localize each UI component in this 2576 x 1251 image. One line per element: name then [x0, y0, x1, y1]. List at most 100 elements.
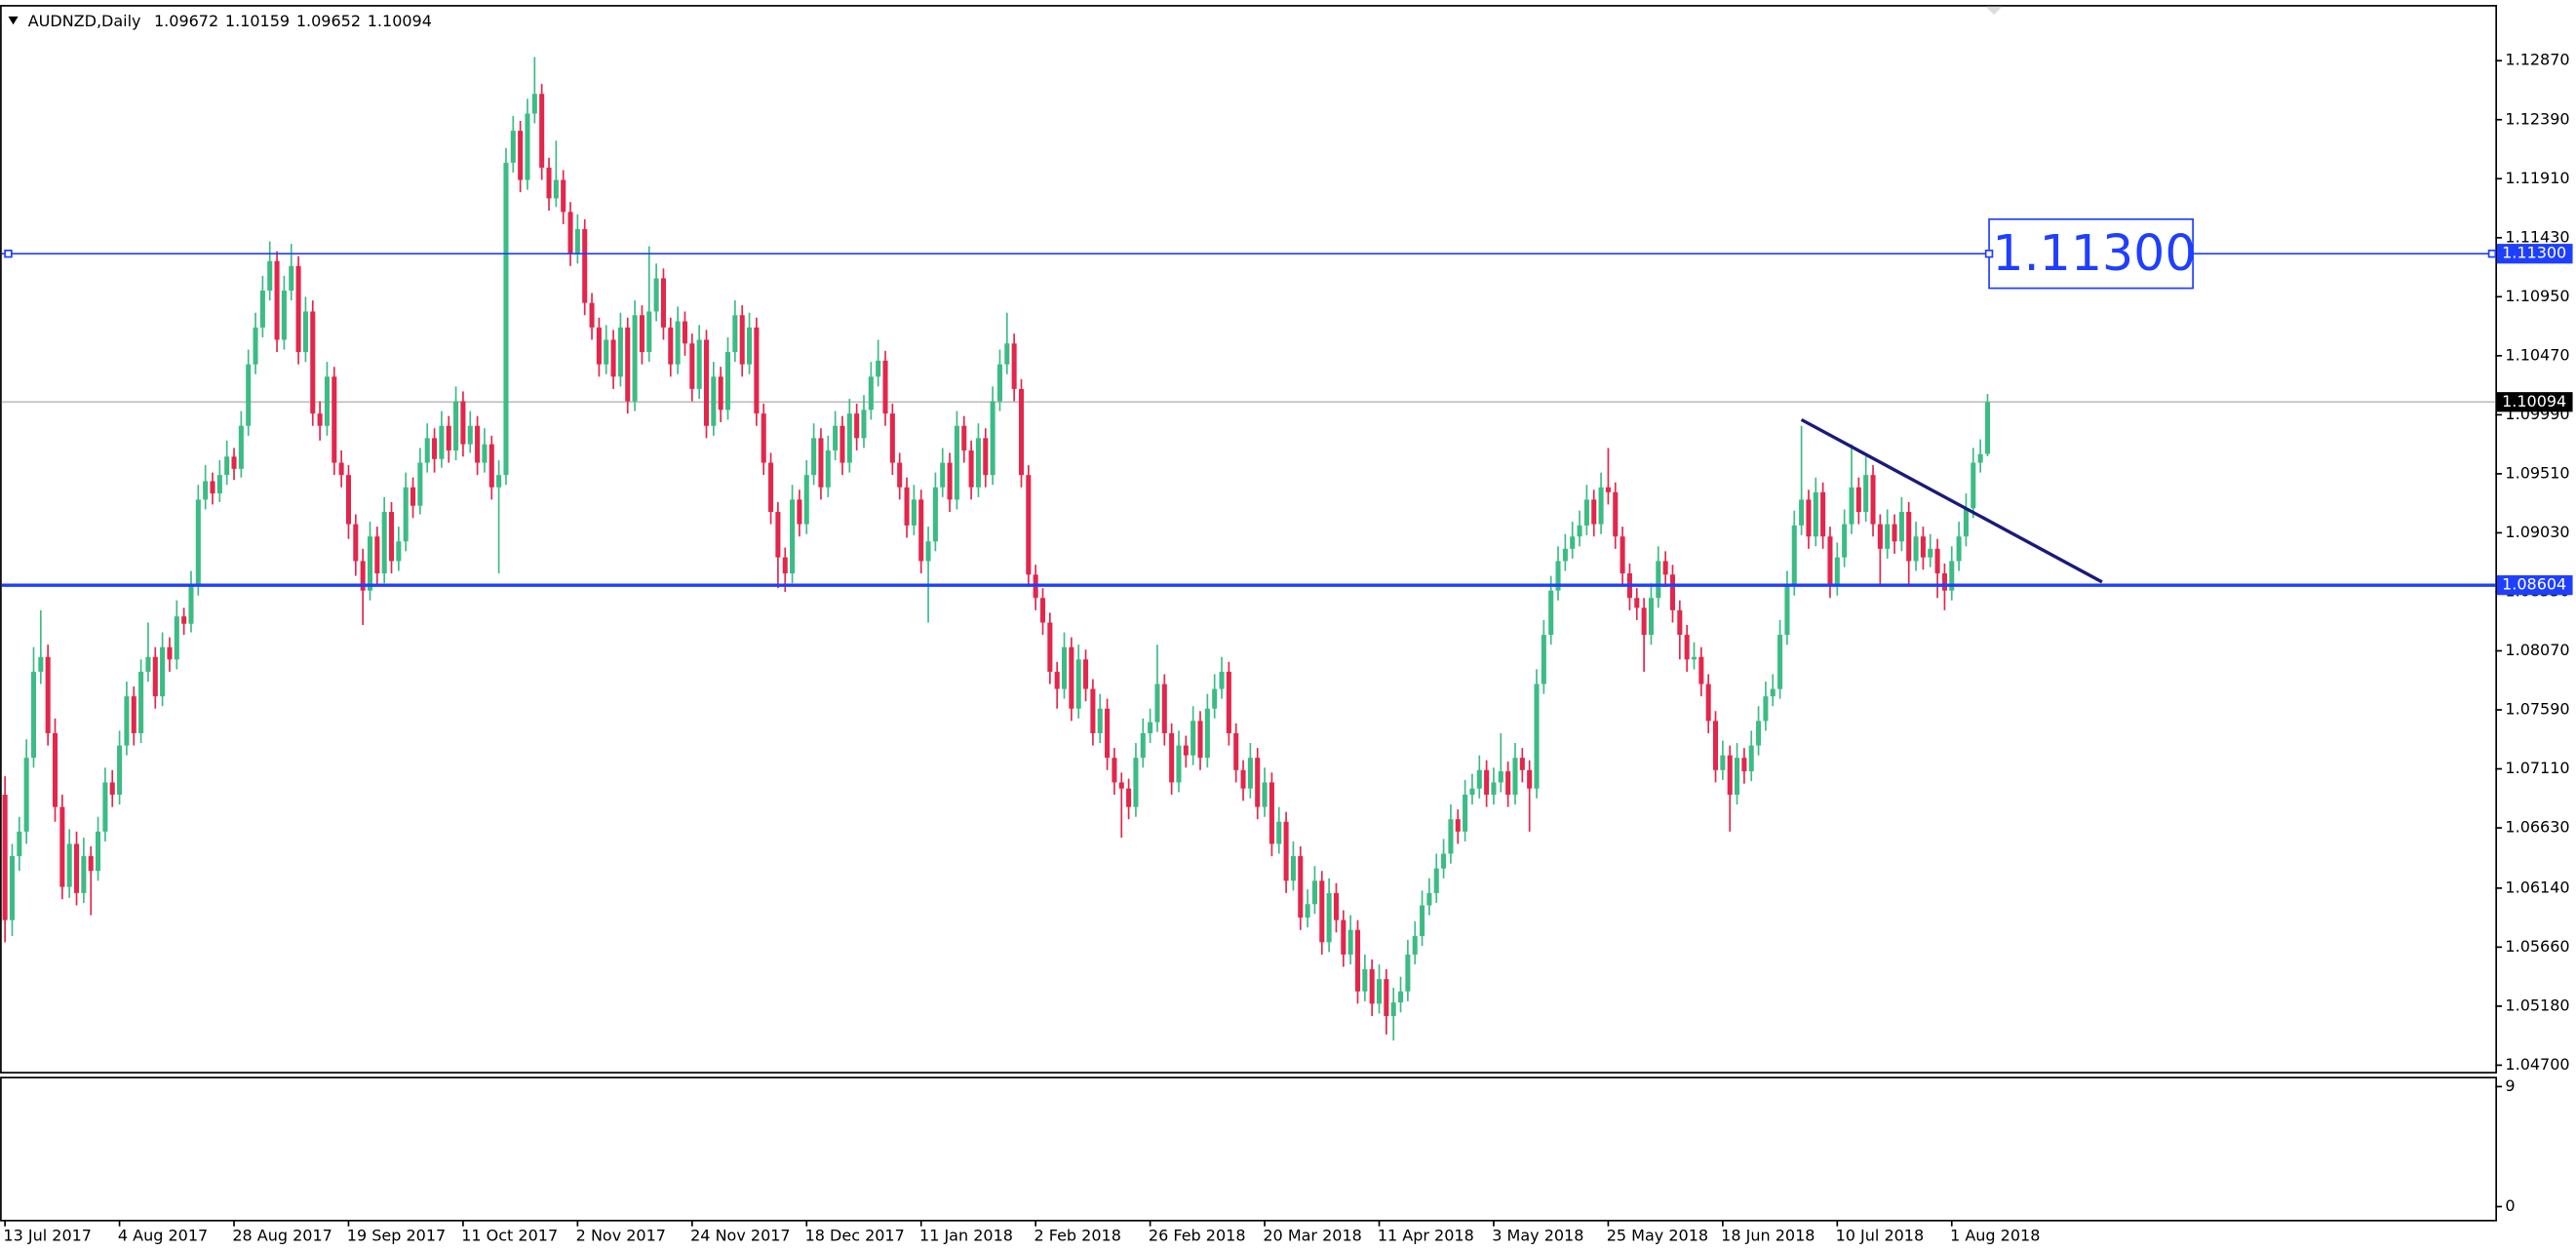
candle-body [2, 795, 8, 920]
y-tick-label: 1.07110 [2505, 759, 2569, 777]
candle-body [1934, 548, 1940, 574]
candle-body [1963, 508, 1969, 537]
candle-body [1892, 524, 1897, 542]
candle-body [381, 511, 387, 574]
candle-body [990, 401, 995, 476]
candle-body [696, 339, 702, 389]
candle-body [925, 541, 931, 562]
candle-body [1283, 821, 1289, 881]
x-tick-label: 20 Mar 2018 [1263, 1226, 1361, 1244]
x-tick-label: 3 May 2018 [1492, 1226, 1583, 1244]
menu-triangle[interactable] [8, 16, 19, 25]
candle-body [1097, 708, 1103, 733]
candle-body [74, 843, 80, 893]
candle-body [1083, 659, 1089, 689]
candle-body [761, 413, 766, 463]
y-tick-label: 1.12390 [2505, 109, 2569, 128]
candle-body [646, 311, 652, 353]
candle-body [1169, 732, 1175, 783]
candle-body [88, 856, 94, 872]
candle-body [1148, 722, 1153, 733]
header-low: 1.09652 [296, 11, 361, 29]
candle-body [267, 260, 273, 292]
candle-body [1112, 758, 1117, 783]
candle-body [410, 487, 416, 506]
candle-body [417, 462, 423, 506]
candle-body [625, 327, 631, 402]
candle-body [1326, 892, 1332, 943]
candle-body [1519, 758, 1525, 770]
candle-body [1698, 656, 1704, 684]
candle-body [1735, 758, 1740, 796]
candle-body [289, 265, 294, 292]
candle-body [138, 671, 144, 733]
candle-body [1777, 635, 1783, 689]
candle-body [1262, 782, 1268, 807]
candle-body [1820, 491, 1826, 537]
candle-body [754, 327, 760, 414]
candle-body [1906, 511, 1912, 562]
header-open: 1.09672 [154, 11, 218, 29]
candle-body [1984, 402, 1990, 454]
candle-body [30, 671, 37, 759]
candle-body [1054, 671, 1060, 689]
main-panel [0, 5, 2498, 1074]
candle-body [1977, 453, 1983, 463]
candle-body [1398, 991, 1404, 1003]
candle-body [839, 425, 845, 463]
candle-body [1226, 671, 1231, 733]
candle-body [1662, 561, 1668, 575]
x-tick-label: 28 Aug 2017 [232, 1226, 332, 1244]
candle-body [1834, 557, 1840, 586]
candle-body [818, 438, 824, 488]
candle-body [911, 499, 917, 526]
candle-body [1183, 745, 1189, 756]
candle-body [117, 745, 123, 796]
candle-body [718, 376, 723, 410]
candle-body [531, 94, 537, 114]
candle-body [833, 425, 839, 450]
y-tick-label: 1.07590 [2505, 700, 2569, 719]
candle-body [797, 499, 802, 525]
candle-body [682, 321, 688, 344]
x-tick-label: 11 Apr 2018 [1378, 1226, 1474, 1244]
candle-body [1133, 758, 1139, 807]
candle-body [703, 339, 710, 426]
candle-body [1118, 782, 1124, 789]
candle-body [1562, 548, 1568, 562]
level-handle [2487, 249, 2497, 258]
candle-body [1620, 536, 1625, 574]
candle-body [1062, 646, 1068, 689]
candle-body [1369, 969, 1375, 1004]
candle-body [1727, 755, 1733, 796]
y-tick-label: 1.09030 [2505, 523, 2569, 541]
indicator-panel [0, 1076, 2498, 1222]
candle-body [525, 113, 530, 180]
shift-marker [1985, 6, 2003, 16]
candle-body [1648, 598, 1654, 636]
candle-body [1791, 525, 1797, 586]
y-tick-label: 1.10470 [2505, 345, 2569, 364]
candle-body [1412, 936, 1418, 955]
candle-body [1591, 499, 1597, 525]
candle-body [1541, 635, 1546, 684]
candle-body [488, 444, 494, 488]
candle-body [1956, 536, 1962, 562]
candle-body [1390, 1002, 1396, 1016]
candle-body [1949, 561, 1955, 591]
candle-body [553, 179, 559, 199]
candle-body [131, 696, 137, 733]
y-tick-label: 1.05660 [2505, 937, 2569, 956]
candle-body [345, 475, 352, 525]
candle-body [259, 291, 265, 328]
candle-body [1026, 475, 1032, 575]
annotation-label: 1.11300 [1992, 224, 2196, 282]
candle-body [724, 352, 731, 410]
candle-body [1941, 573, 1947, 591]
candle-body [310, 311, 316, 414]
indicator-tick-label: 9 [2505, 1076, 2515, 1095]
candle-body [1476, 769, 1482, 789]
x-tick-label: 11 Oct 2017 [461, 1226, 558, 1244]
candle-body [1426, 892, 1432, 906]
